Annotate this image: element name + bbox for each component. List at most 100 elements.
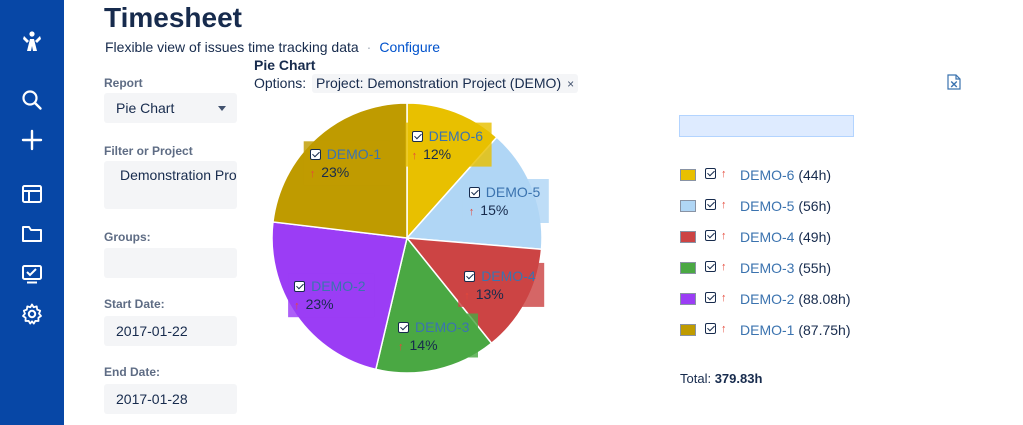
legend-issue-link[interactable]: DEMO-2 [740,291,795,307]
pie-label-line: DEMO-6 [411,127,484,144]
filter-project-input[interactable]: Demonstration Pro [104,161,237,209]
task-type-icon [705,199,716,210]
legend-swatch [680,169,696,181]
pie-issue-link[interactable]: DEMO-3 [415,318,470,335]
pie-label-demo-4: DEMO-4 ↑ 13% [464,267,536,305]
task-type-icon [309,149,321,161]
task-type-icon [705,168,716,179]
groups-label: Groups: [104,230,151,244]
task-type-icon [705,323,716,334]
pie-percent-value: 23% [321,164,350,181]
legend-issue-link[interactable]: DEMO-3 [740,260,795,276]
report-label: Report [104,76,143,90]
pie-percent-line: ↑ 13% [464,285,535,305]
legend-text: DEMO-1 (87.75h) [740,321,851,339]
chip-close-icon[interactable]: × [567,77,575,91]
priority-arrow-icon: ↑ [721,168,727,180]
priority-arrow-icon: ↑ [411,149,418,162]
legend-hours: (49h) [794,229,832,245]
pie-percent-line: ↑ 15% [469,201,540,221]
task-type-icon [411,130,423,142]
priority-arrow-icon: ↑ [721,323,727,335]
legend-swatch [680,262,696,274]
search-icon[interactable] [20,88,44,112]
priority-arrow-icon: ↑ [721,261,727,273]
pie-issue-link[interactable]: DEMO-1 [326,146,382,163]
pie-issue-link[interactable]: DEMO-6 [428,127,484,144]
pie-label-line: DEMO-3 [398,319,469,335]
pie-percent-line: ↑ 12% [412,145,483,165]
legend-hours: (55h) [794,260,832,276]
legend-issue-link[interactable]: DEMO-1 [740,322,795,338]
filter-label: Filter or Project [104,144,193,158]
legend-text: DEMO-3 (55h) [740,259,831,277]
report-select[interactable]: Pie Chart [104,93,237,123]
task-type-icon [705,292,716,303]
pie-issue-link[interactable]: DEMO-4 [481,267,536,284]
total-value: 379.83h [714,371,763,386]
pie-label-line: DEMO-5 [468,184,541,200]
project-filter-chip: Project: Demonstration Project (DEMO) × [312,74,579,93]
pie-label-demo-5: DEMO-5 ↑ 15% [468,183,541,221]
total-row: Total: 379.83h [680,370,762,388]
priority-arrow-icon: ↑ [294,300,300,313]
pie-percent-line: ↑ 23% [294,295,365,315]
board-icon[interactable] [20,182,44,206]
legend-issue-link[interactable]: DEMO-4 [740,229,795,245]
pie-percent-value: 23% [305,296,334,313]
legend-text: DEMO-6 (44h) [740,166,831,184]
task-type-icon [705,261,716,272]
report-select-value: Pie Chart [116,100,175,116]
separator-dot: · [366,39,372,55]
reports-icon[interactable] [20,262,44,286]
task-type-icon [294,281,306,293]
options-row: Options: Project: Demonstration Project … [254,74,579,93]
task-type-icon [468,187,480,198]
priority-arrow-icon: ↑ [309,168,316,181]
legend-hours: (87.75h) [794,322,851,338]
pie-label-bg-demo-3 [392,313,478,358]
pie-issue-link[interactable]: DEMO-2 [311,278,366,295]
configure-link[interactable]: Configure [379,39,441,55]
priority-arrow-icon: ↑ [721,199,727,211]
legend-filter-input[interactable] [679,115,854,137]
jira-logo-icon[interactable] [20,30,44,54]
pie-issue-link[interactable]: DEMO-5 [485,184,541,200]
chart-title: Pie Chart [254,57,316,73]
page-subtitle: Flexible view of issues time tracking da… [105,39,359,55]
groups-input[interactable] [104,248,237,278]
priority-arrow-icon: ↑ [721,230,727,242]
pie-label-line: DEMO-2 [294,278,366,295]
settings-icon[interactable] [20,302,44,326]
legend-hours: (56h) [794,198,832,214]
end-date-input[interactable]: 2017-01-28 [104,384,237,414]
task-type-icon [398,321,409,333]
priority-arrow-icon: ↑ [398,340,404,353]
legend-text: DEMO-4 (49h) [740,228,831,246]
task-type-icon [464,270,476,282]
excel-export-icon[interactable] [947,74,961,90]
pie-percent-value: 14% [409,336,438,353]
pie-label-demo-1: DEMO-1 ↑ 23% [309,145,382,183]
sidebar [0,0,64,425]
task-type-icon [705,230,716,241]
pie-label-demo-2: DEMO-2 ↑ 23% [294,277,366,315]
pie-label-line: DEMO-1 [309,146,382,163]
legend-swatch [680,324,696,336]
projects-icon[interactable] [20,222,44,246]
pie-percent-value: 15% [480,202,509,218]
chevron-down-icon [218,106,226,111]
legend-text: DEMO-5 (56h) [740,197,831,215]
filter-project-value: Demonstration Pro [120,167,237,183]
page-title: Timesheet [104,2,242,33]
legend-hours: (44h) [794,167,832,183]
pie-label-bg-demo-6 [405,122,492,167]
priority-arrow-icon: ↑ [721,292,727,304]
legend-issue-link[interactable]: DEMO-5 [740,198,795,214]
pie-percent-line: ↑ 23% [310,163,381,183]
start-date-input[interactable]: 2017-01-22 [104,316,237,346]
legend-issue-link[interactable]: DEMO-6 [740,167,795,183]
create-icon[interactable] [20,128,44,152]
total-label: Total: [680,371,712,386]
